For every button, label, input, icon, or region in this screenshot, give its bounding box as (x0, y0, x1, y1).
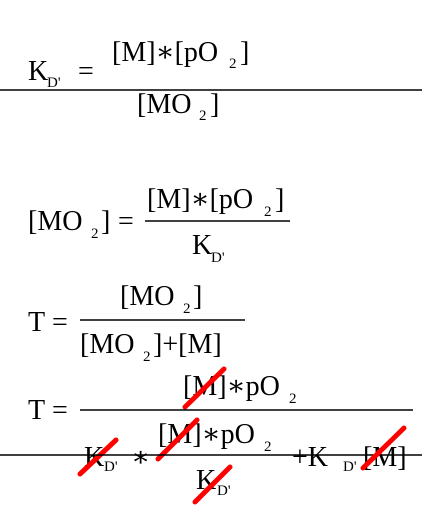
eq4-numerator-sub: 2 (289, 391, 297, 407)
equation-1: K D' = [M]∗[pO 2 ] [MO 2 ] (0, 37, 422, 124)
eq1-denominator-end: ] (210, 89, 219, 120)
cancel-mark-plus-m (360, 425, 407, 471)
eq3-denominator-rest: ]+[M] (153, 329, 222, 360)
eq3-numerator: [MO (120, 281, 174, 312)
eq2-lhs-sub: 2 (91, 226, 99, 242)
cancel-mark-inner-m (155, 417, 200, 462)
eq1-lhs: K (28, 56, 48, 87)
eq1-numerator: [M]∗[pO (112, 37, 218, 68)
eq4-numerator: [M]∗pO (183, 371, 280, 402)
cancel-mark-inner-den-k (192, 464, 233, 505)
eq4-lhs: T (28, 395, 45, 426)
eq1-numerator-sub: 2 (229, 56, 237, 72)
eq4-den-times: ∗ (131, 442, 150, 473)
equation-3: T = [MO 2 ] [MO 2 ]+[M] (28, 281, 245, 365)
eq1-numerator-end: ] (240, 37, 249, 68)
eq2-equals: = (118, 206, 134, 237)
cancel-mark-den-k (77, 437, 119, 477)
eq1-denominator: [MO (137, 89, 191, 120)
eq2-lhs: [MO (28, 206, 82, 237)
cancel-mark-numerator-m (182, 366, 227, 410)
eq3-numerator-sub: 2 (183, 301, 191, 317)
eq2-denominator: K (192, 230, 212, 261)
eq2-numerator-end: ] (275, 184, 284, 215)
eq3-denominator-sub: 2 (143, 349, 151, 365)
eq2-numerator-sub: 2 (264, 204, 272, 220)
eq4-plus-k-sub: D' (343, 459, 357, 475)
equation-4: T = [M]∗pO 2 K D' ∗ [M]∗pO 2 K D' +K D' … (0, 366, 422, 505)
eq1-denominator-sub: 2 (199, 108, 207, 124)
eq4-plus-k: +K (292, 442, 328, 473)
eq4-den-k-sub: D' (104, 459, 118, 475)
eq2-denominator-sub: D' (211, 250, 225, 266)
eq4-inner-numerator-sub: 2 (264, 439, 272, 455)
eq1-equals: = (78, 56, 94, 87)
eq2-lhs-end: ] (101, 206, 110, 237)
eq1-lhs-sub: D' (47, 75, 61, 91)
eq2-numerator: [M]∗[pO (147, 184, 253, 215)
eq3-numerator-end: ] (193, 281, 202, 312)
eq4-equals: = (52, 395, 68, 426)
eq3-equals: = (52, 307, 68, 338)
equation-2: [MO 2 ] = [M]∗[pO 2 ] K D' (28, 184, 290, 266)
eq3-denominator: [MO (80, 329, 134, 360)
eq4-inner-denominator-sub: D' (217, 483, 231, 499)
eq3-lhs: T (28, 307, 45, 338)
